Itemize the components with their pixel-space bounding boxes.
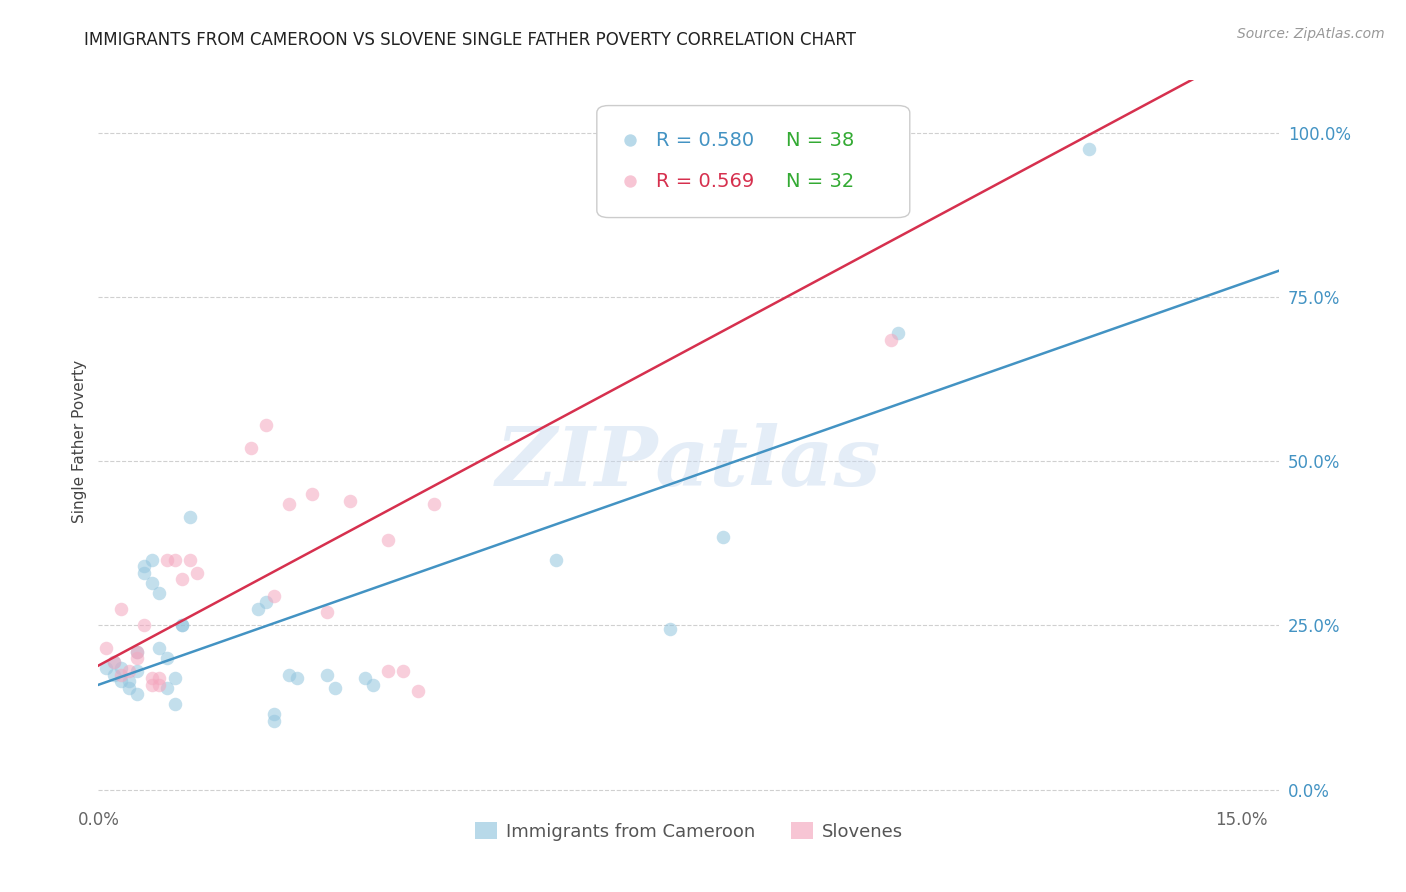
Point	[247, 602, 270, 616]
Point	[172, 618, 194, 632]
Point	[172, 618, 194, 632]
Point	[301, 487, 323, 501]
Point	[148, 671, 170, 685]
Point	[103, 655, 125, 669]
Point	[110, 602, 132, 616]
Point	[849, 126, 872, 140]
Point	[186, 566, 208, 580]
Point	[118, 674, 141, 689]
Point	[148, 585, 170, 599]
Point	[141, 575, 163, 590]
Point	[172, 573, 194, 587]
Point	[110, 667, 132, 681]
Point	[118, 681, 141, 695]
FancyBboxPatch shape	[596, 105, 910, 218]
Point	[148, 677, 170, 691]
Point	[163, 671, 186, 685]
Point	[148, 641, 170, 656]
Point	[94, 661, 117, 675]
Text: Source: ZipAtlas.com: Source: ZipAtlas.com	[1237, 27, 1385, 41]
Point	[1078, 142, 1101, 156]
Point	[103, 667, 125, 681]
Point	[134, 566, 156, 580]
Point	[377, 533, 399, 547]
Point	[179, 510, 201, 524]
Point	[316, 667, 339, 681]
Point	[118, 665, 141, 679]
Point	[125, 687, 148, 701]
Point	[263, 714, 285, 728]
Point	[125, 645, 148, 659]
Point	[263, 707, 285, 722]
Point	[880, 333, 903, 347]
Point	[277, 667, 299, 681]
Point	[156, 651, 179, 665]
Point	[392, 665, 415, 679]
Point	[408, 684, 430, 698]
Point	[323, 681, 346, 695]
Point	[316, 605, 339, 619]
Point	[163, 698, 186, 712]
Point	[711, 530, 734, 544]
Point	[156, 681, 179, 695]
Point	[377, 665, 399, 679]
Point	[361, 677, 384, 691]
Point	[134, 559, 156, 574]
Text: N = 38: N = 38	[786, 131, 853, 150]
Point	[285, 671, 308, 685]
Text: R = 0.569: R = 0.569	[655, 172, 754, 191]
Point	[339, 493, 361, 508]
Point	[887, 326, 910, 341]
Legend: Immigrants from Cameroon, Slovenes: Immigrants from Cameroon, Slovenes	[468, 815, 910, 848]
Point	[422, 497, 444, 511]
Text: ZIPatlas: ZIPatlas	[496, 423, 882, 503]
Point	[141, 553, 163, 567]
Point	[263, 589, 285, 603]
Point	[544, 553, 567, 567]
Point	[277, 497, 299, 511]
Point	[134, 618, 156, 632]
Point	[254, 595, 277, 609]
Point	[865, 126, 887, 140]
Y-axis label: Single Father Poverty: Single Father Poverty	[72, 360, 87, 523]
Text: N = 32: N = 32	[786, 172, 853, 191]
Point	[141, 671, 163, 685]
Point	[179, 553, 201, 567]
Point	[125, 651, 148, 665]
Text: IMMIGRANTS FROM CAMEROON VS SLOVENE SINGLE FATHER POVERTY CORRELATION CHART: IMMIGRANTS FROM CAMEROON VS SLOVENE SING…	[84, 31, 856, 49]
Point	[163, 553, 186, 567]
Point	[156, 553, 179, 567]
Text: R = 0.580: R = 0.580	[655, 131, 754, 150]
Point	[141, 677, 163, 691]
Point	[254, 418, 277, 433]
Point	[110, 674, 132, 689]
Point	[239, 441, 262, 455]
Point	[354, 671, 377, 685]
Point	[125, 645, 148, 659]
Point	[125, 665, 148, 679]
Point	[110, 661, 132, 675]
Point	[658, 622, 681, 636]
Point	[103, 655, 125, 669]
Point	[94, 641, 117, 656]
